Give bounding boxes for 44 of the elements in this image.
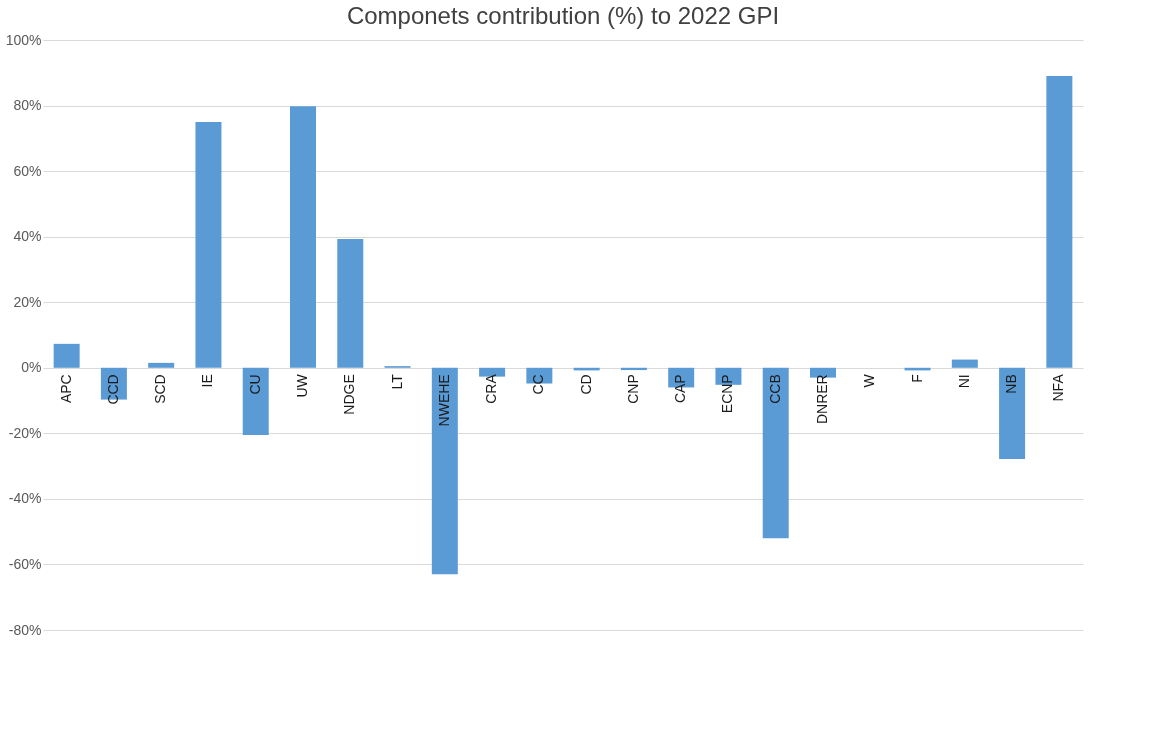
x-tick-label: UW (294, 373, 310, 398)
x-tick-label: W (861, 373, 878, 388)
y-tick-label: -60% (8, 555, 42, 572)
x-tick-label: CCD (104, 374, 121, 405)
y-tick-label: 80% (13, 97, 42, 114)
x-tick-label: CRA (483, 373, 500, 404)
x-tick-label: NB (1003, 374, 1020, 394)
x-tick-label: NFA (1050, 373, 1067, 402)
x-tick-label: IE (199, 374, 216, 388)
x-tick-label: CAP (672, 374, 689, 404)
bar (1046, 76, 1073, 368)
y-tick-label: -80% (8, 621, 42, 638)
x-tick-label: APC (57, 374, 74, 404)
bar (290, 106, 316, 368)
x-tick-label: F (908, 374, 925, 383)
x-tick-label: DNRER (814, 374, 830, 425)
x-tick-label: CNP (624, 374, 641, 404)
y-tick-label: 60% (13, 162, 42, 179)
x-tick-label: LT (388, 373, 405, 390)
y-tick-label: -20% (8, 424, 42, 441)
y-tick-label: 20% (13, 293, 42, 310)
bar (242, 367, 269, 435)
bar (431, 367, 458, 575)
x-tick-label: NDGE (341, 374, 358, 415)
y-tick-label: 40% (13, 228, 42, 245)
x-tick-label: CD (577, 374, 594, 395)
x-tick-label: SCD (152, 374, 169, 404)
chart-title: Componets contribution (%) to 2022 GPI (346, 2, 780, 29)
x-tick-label: NI (955, 374, 972, 389)
bar (762, 367, 789, 539)
y-tick-label: 100% (5, 31, 42, 48)
x-tick-label: CCB (766, 374, 783, 404)
x-tick-label: CC (530, 374, 547, 395)
bar (53, 343, 80, 368)
y-tick-label: -40% (8, 490, 42, 507)
bar (337, 238, 364, 368)
x-tick-label: CU (246, 374, 263, 395)
bar (195, 121, 222, 368)
x-tick-label: NWEHE (435, 374, 452, 427)
y-tick-label: 0% (21, 359, 42, 376)
bar (999, 367, 1026, 459)
x-tick-label: ECNP (719, 374, 736, 414)
bar (951, 359, 978, 368)
bar (148, 362, 175, 368)
